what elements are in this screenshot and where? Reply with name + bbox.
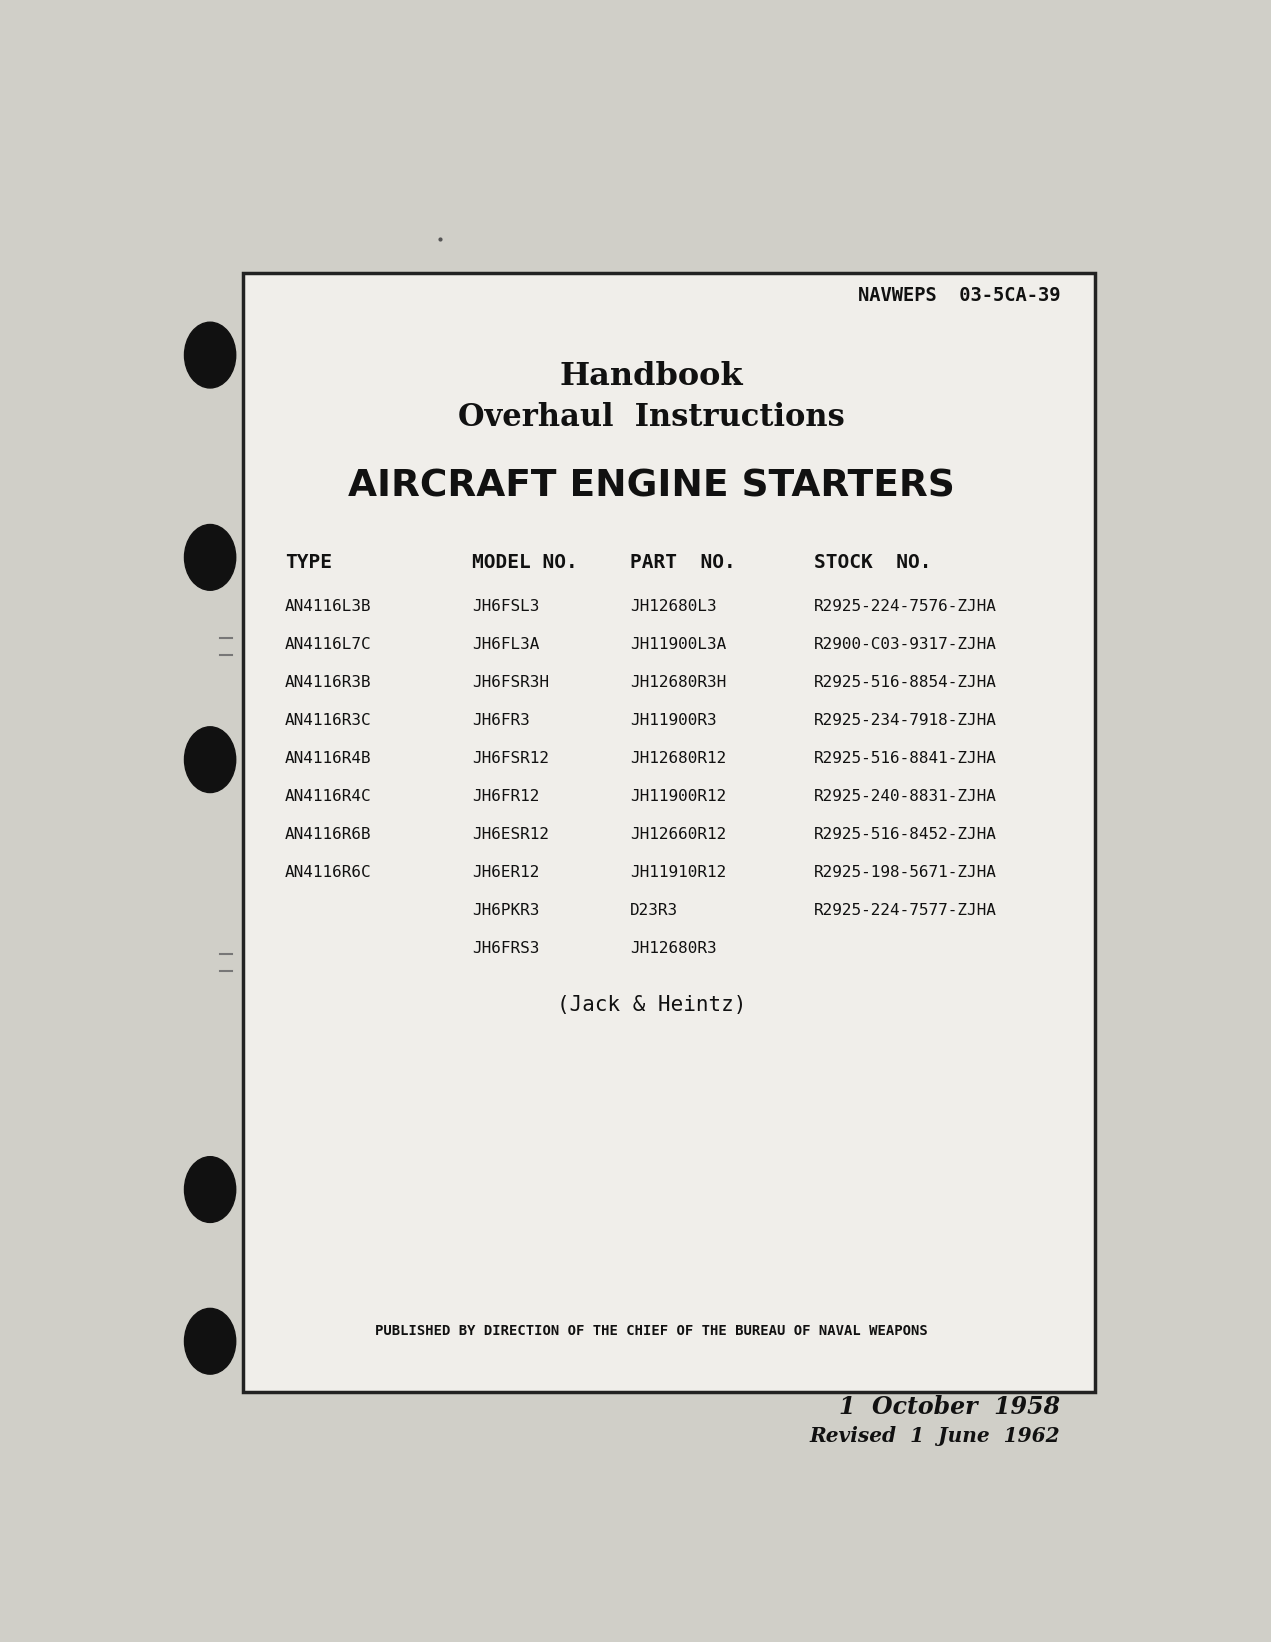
Text: JH11910R12: JH11910R12 — [629, 865, 726, 880]
Text: MODEL NO.: MODEL NO. — [472, 553, 578, 571]
Text: JH6FSR12: JH6FSR12 — [472, 750, 549, 765]
Circle shape — [184, 727, 235, 793]
Text: JH11900R12: JH11900R12 — [629, 788, 726, 805]
Text: R2925-198-5671-ZJHA: R2925-198-5671-ZJHA — [813, 865, 996, 880]
Text: R2925-516-8452-ZJHA: R2925-516-8452-ZJHA — [813, 828, 996, 842]
Text: R2925-516-8854-ZJHA: R2925-516-8854-ZJHA — [813, 675, 996, 690]
Text: JH6PKR3: JH6PKR3 — [472, 903, 539, 918]
FancyBboxPatch shape — [243, 273, 1094, 1392]
Text: JH11900R3: JH11900R3 — [629, 713, 717, 727]
Text: D23R3: D23R3 — [629, 903, 677, 918]
Text: R2925-224-7577-ZJHA: R2925-224-7577-ZJHA — [813, 903, 996, 918]
Text: Revised  1  June  1962: Revised 1 June 1962 — [810, 1427, 1060, 1447]
Text: R2925-234-7918-ZJHA: R2925-234-7918-ZJHA — [813, 713, 996, 727]
Text: Overhaul  Instructions: Overhaul Instructions — [458, 402, 845, 432]
Text: AN4116R6C: AN4116R6C — [285, 865, 371, 880]
Text: R2925-516-8841-ZJHA: R2925-516-8841-ZJHA — [813, 750, 996, 765]
Text: AN4116R4B: AN4116R4B — [285, 750, 371, 765]
Text: JH6FL3A: JH6FL3A — [472, 637, 539, 652]
Text: 1  October  1958: 1 October 1958 — [839, 1396, 1060, 1419]
Text: JH6FSR3H: JH6FSR3H — [472, 675, 549, 690]
Text: STOCK  NO.: STOCK NO. — [813, 553, 932, 571]
Text: JH6FSL3: JH6FSL3 — [472, 599, 539, 614]
Text: JH12680L3: JH12680L3 — [629, 599, 717, 614]
Circle shape — [184, 322, 235, 388]
Text: JH6FR12: JH6FR12 — [472, 788, 539, 805]
Text: JH12660R12: JH12660R12 — [629, 828, 726, 842]
Text: AN4116R4C: AN4116R4C — [285, 788, 371, 805]
Circle shape — [184, 1156, 235, 1222]
Text: JH11900L3A: JH11900L3A — [629, 637, 726, 652]
Text: AN4116R6B: AN4116R6B — [285, 828, 371, 842]
Text: NAVWEPS  03-5CA-39: NAVWEPS 03-5CA-39 — [858, 286, 1060, 305]
Text: JH6FRS3: JH6FRS3 — [472, 941, 539, 956]
Text: AN4116L3B: AN4116L3B — [285, 599, 371, 614]
Text: JH12680R3: JH12680R3 — [629, 941, 717, 956]
Text: AN4116R3B: AN4116R3B — [285, 675, 371, 690]
Text: (Jack & Heintz): (Jack & Heintz) — [557, 995, 746, 1015]
Text: PART  NO.: PART NO. — [629, 553, 736, 571]
Text: JH6FR3: JH6FR3 — [472, 713, 530, 727]
Text: PUBLISHED BY DIRECTION OF THE CHIEF OF THE BUREAU OF NAVAL WEAPONS: PUBLISHED BY DIRECTION OF THE CHIEF OF T… — [375, 1323, 928, 1338]
Text: JH6ER12: JH6ER12 — [472, 865, 539, 880]
Text: AN4116R3C: AN4116R3C — [285, 713, 371, 727]
Text: R2925-224-7576-ZJHA: R2925-224-7576-ZJHA — [813, 599, 996, 614]
Text: JH12680R3H: JH12680R3H — [629, 675, 726, 690]
Text: AN4116L7C: AN4116L7C — [285, 637, 371, 652]
Text: TYPE: TYPE — [285, 553, 332, 571]
Text: R2900-C03-9317-ZJHA: R2900-C03-9317-ZJHA — [813, 637, 996, 652]
Text: AIRCRAFT ENGINE STARTERS: AIRCRAFT ENGINE STARTERS — [348, 468, 955, 504]
Circle shape — [184, 524, 235, 589]
Text: Handbook: Handbook — [559, 361, 744, 392]
Circle shape — [184, 1309, 235, 1374]
Text: JH12680R12: JH12680R12 — [629, 750, 726, 765]
Text: R2925-240-8831-ZJHA: R2925-240-8831-ZJHA — [813, 788, 996, 805]
Text: JH6ESR12: JH6ESR12 — [472, 828, 549, 842]
